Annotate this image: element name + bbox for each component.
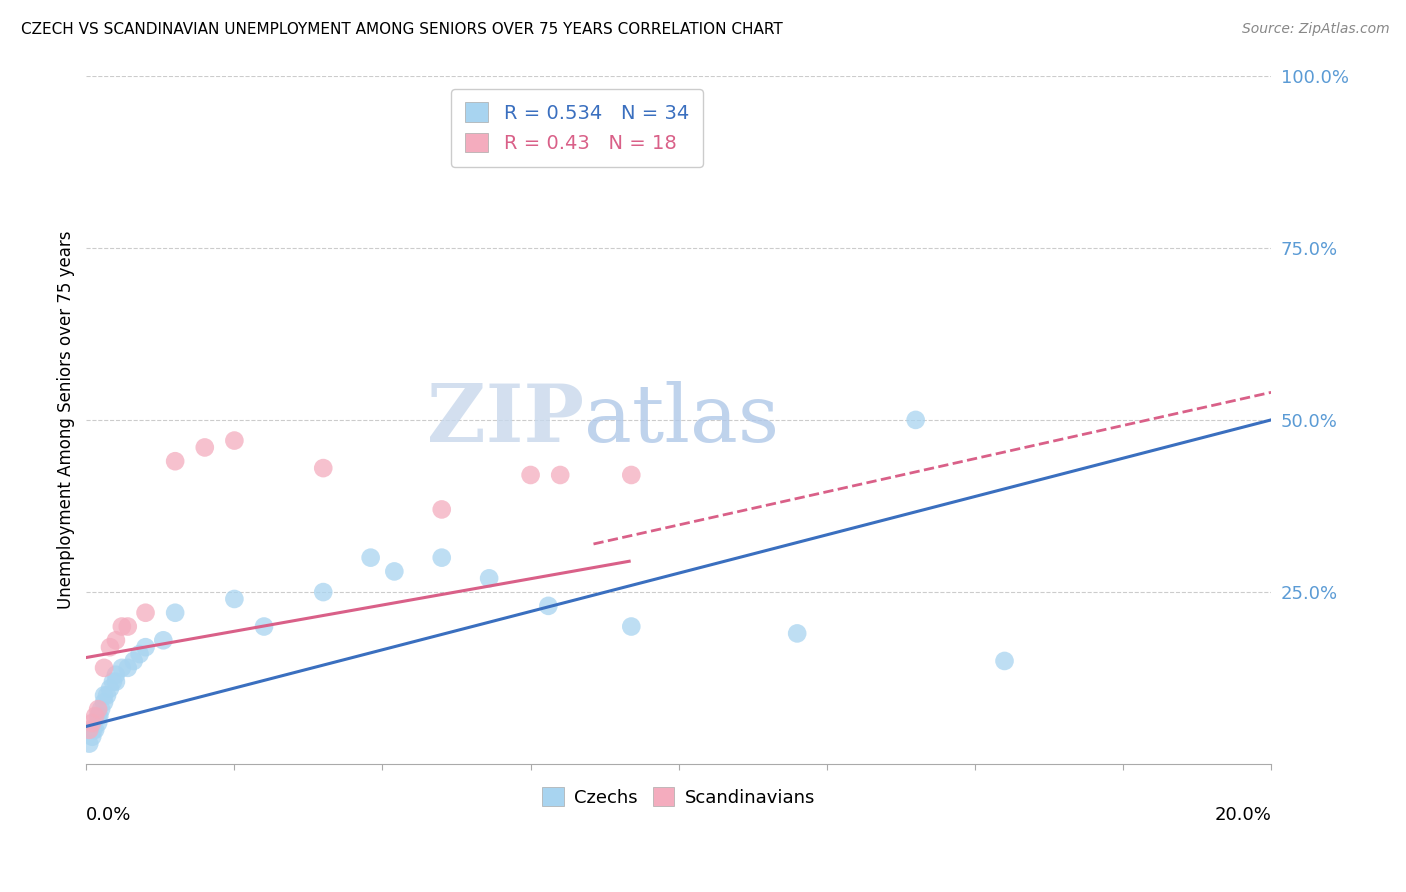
Point — [98, 681, 121, 696]
Y-axis label: Unemployment Among Seniors over 75 years: Unemployment Among Seniors over 75 years — [58, 231, 75, 609]
Point — [93, 689, 115, 703]
Point — [87, 702, 110, 716]
Point — [360, 550, 382, 565]
Point — [993, 654, 1015, 668]
Point — [620, 468, 643, 483]
Point — [82, 723, 104, 737]
Point — [89, 709, 111, 723]
Point — [111, 619, 134, 633]
Point — [104, 633, 127, 648]
Point — [253, 619, 276, 633]
Point — [786, 626, 808, 640]
Text: 20.0%: 20.0% — [1215, 805, 1271, 823]
Text: ZIP: ZIP — [427, 381, 583, 458]
Point — [84, 709, 107, 723]
Point — [93, 695, 115, 709]
Point — [165, 454, 187, 468]
Point — [430, 502, 453, 516]
Text: Source: ZipAtlas.com: Source: ZipAtlas.com — [1241, 22, 1389, 37]
Point — [620, 619, 643, 633]
Point — [152, 633, 174, 648]
Point — [224, 591, 246, 606]
Point — [104, 674, 127, 689]
Point — [194, 441, 217, 455]
Point — [93, 661, 115, 675]
Point — [82, 730, 104, 744]
Point — [87, 715, 110, 730]
Point — [77, 723, 100, 737]
Point — [519, 468, 541, 483]
Point — [82, 715, 104, 730]
Point — [135, 606, 157, 620]
Point — [165, 606, 187, 620]
Text: 0.0%: 0.0% — [86, 805, 132, 823]
Legend: Czechs, Scandinavians: Czechs, Scandinavians — [534, 780, 823, 814]
Point — [548, 468, 571, 483]
Point — [117, 619, 139, 633]
Point — [101, 674, 124, 689]
Text: atlas: atlas — [583, 381, 779, 458]
Point — [104, 667, 127, 681]
Point — [382, 565, 405, 579]
Point — [430, 550, 453, 565]
Point — [87, 709, 110, 723]
Point — [312, 585, 335, 599]
Point — [537, 599, 560, 613]
Point — [90, 702, 112, 716]
Point — [98, 640, 121, 655]
Point — [122, 654, 145, 668]
Point — [478, 571, 501, 585]
Point — [117, 661, 139, 675]
Point — [224, 434, 246, 448]
Point — [111, 661, 134, 675]
Point — [128, 647, 150, 661]
Point — [84, 723, 107, 737]
Text: CZECH VS SCANDINAVIAN UNEMPLOYMENT AMONG SENIORS OVER 75 YEARS CORRELATION CHART: CZECH VS SCANDINAVIAN UNEMPLOYMENT AMONG… — [21, 22, 783, 37]
Point — [77, 737, 100, 751]
Point — [135, 640, 157, 655]
Point — [96, 689, 118, 703]
Point — [312, 461, 335, 475]
Point — [904, 413, 927, 427]
